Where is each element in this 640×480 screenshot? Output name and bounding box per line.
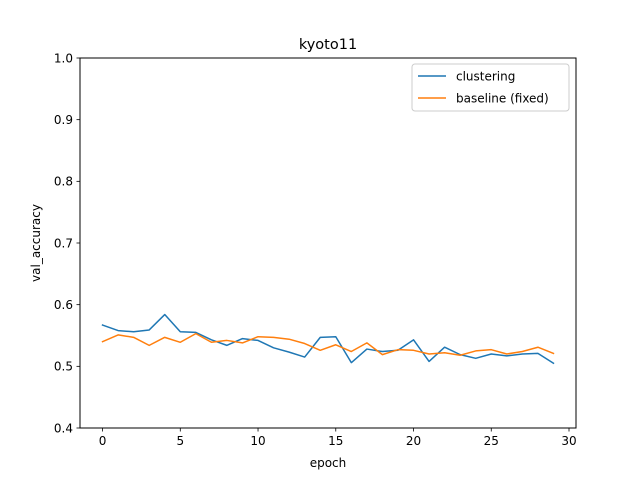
legend: clustering baseline (fixed)	[411, 63, 570, 112]
x-tick-label: 10	[250, 434, 265, 448]
x-tick-label: 30	[561, 434, 576, 448]
x-tick-label: 25	[484, 434, 499, 448]
y-tick-label: 0.4	[54, 421, 73, 435]
x-tick-label: 15	[328, 434, 343, 448]
y-tick-label: 0.7	[54, 236, 73, 250]
legend-label-0: clustering	[456, 69, 515, 83]
x-axis-ticks: 0 5 10 15 20 25 30	[99, 428, 577, 448]
y-tick-label: 0.9	[54, 113, 73, 127]
y-axis-ticks: 0.4 0.5 0.6 0.7 0.8 0.9 1.0	[54, 51, 80, 435]
legend-label-1: baseline (fixed)	[456, 91, 549, 105]
legend-box	[411, 63, 570, 112]
series-line-1	[101, 332, 555, 356]
x-tick-label: 20	[406, 434, 421, 448]
series-layer	[101, 313, 555, 365]
y-tick-label: 0.6	[54, 298, 73, 312]
x-tick-label: 0	[99, 434, 107, 448]
y-tick-label: 0.5	[54, 360, 73, 374]
y-axis-label: val_accuracy	[29, 204, 43, 282]
x-axis-label: epoch	[310, 456, 347, 470]
y-tick-label: 1.0	[54, 51, 73, 65]
y-tick-label: 0.8	[54, 175, 73, 189]
chart-title: kyoto11	[299, 37, 357, 53]
x-tick-label: 5	[176, 434, 184, 448]
series-line-0	[101, 313, 555, 365]
